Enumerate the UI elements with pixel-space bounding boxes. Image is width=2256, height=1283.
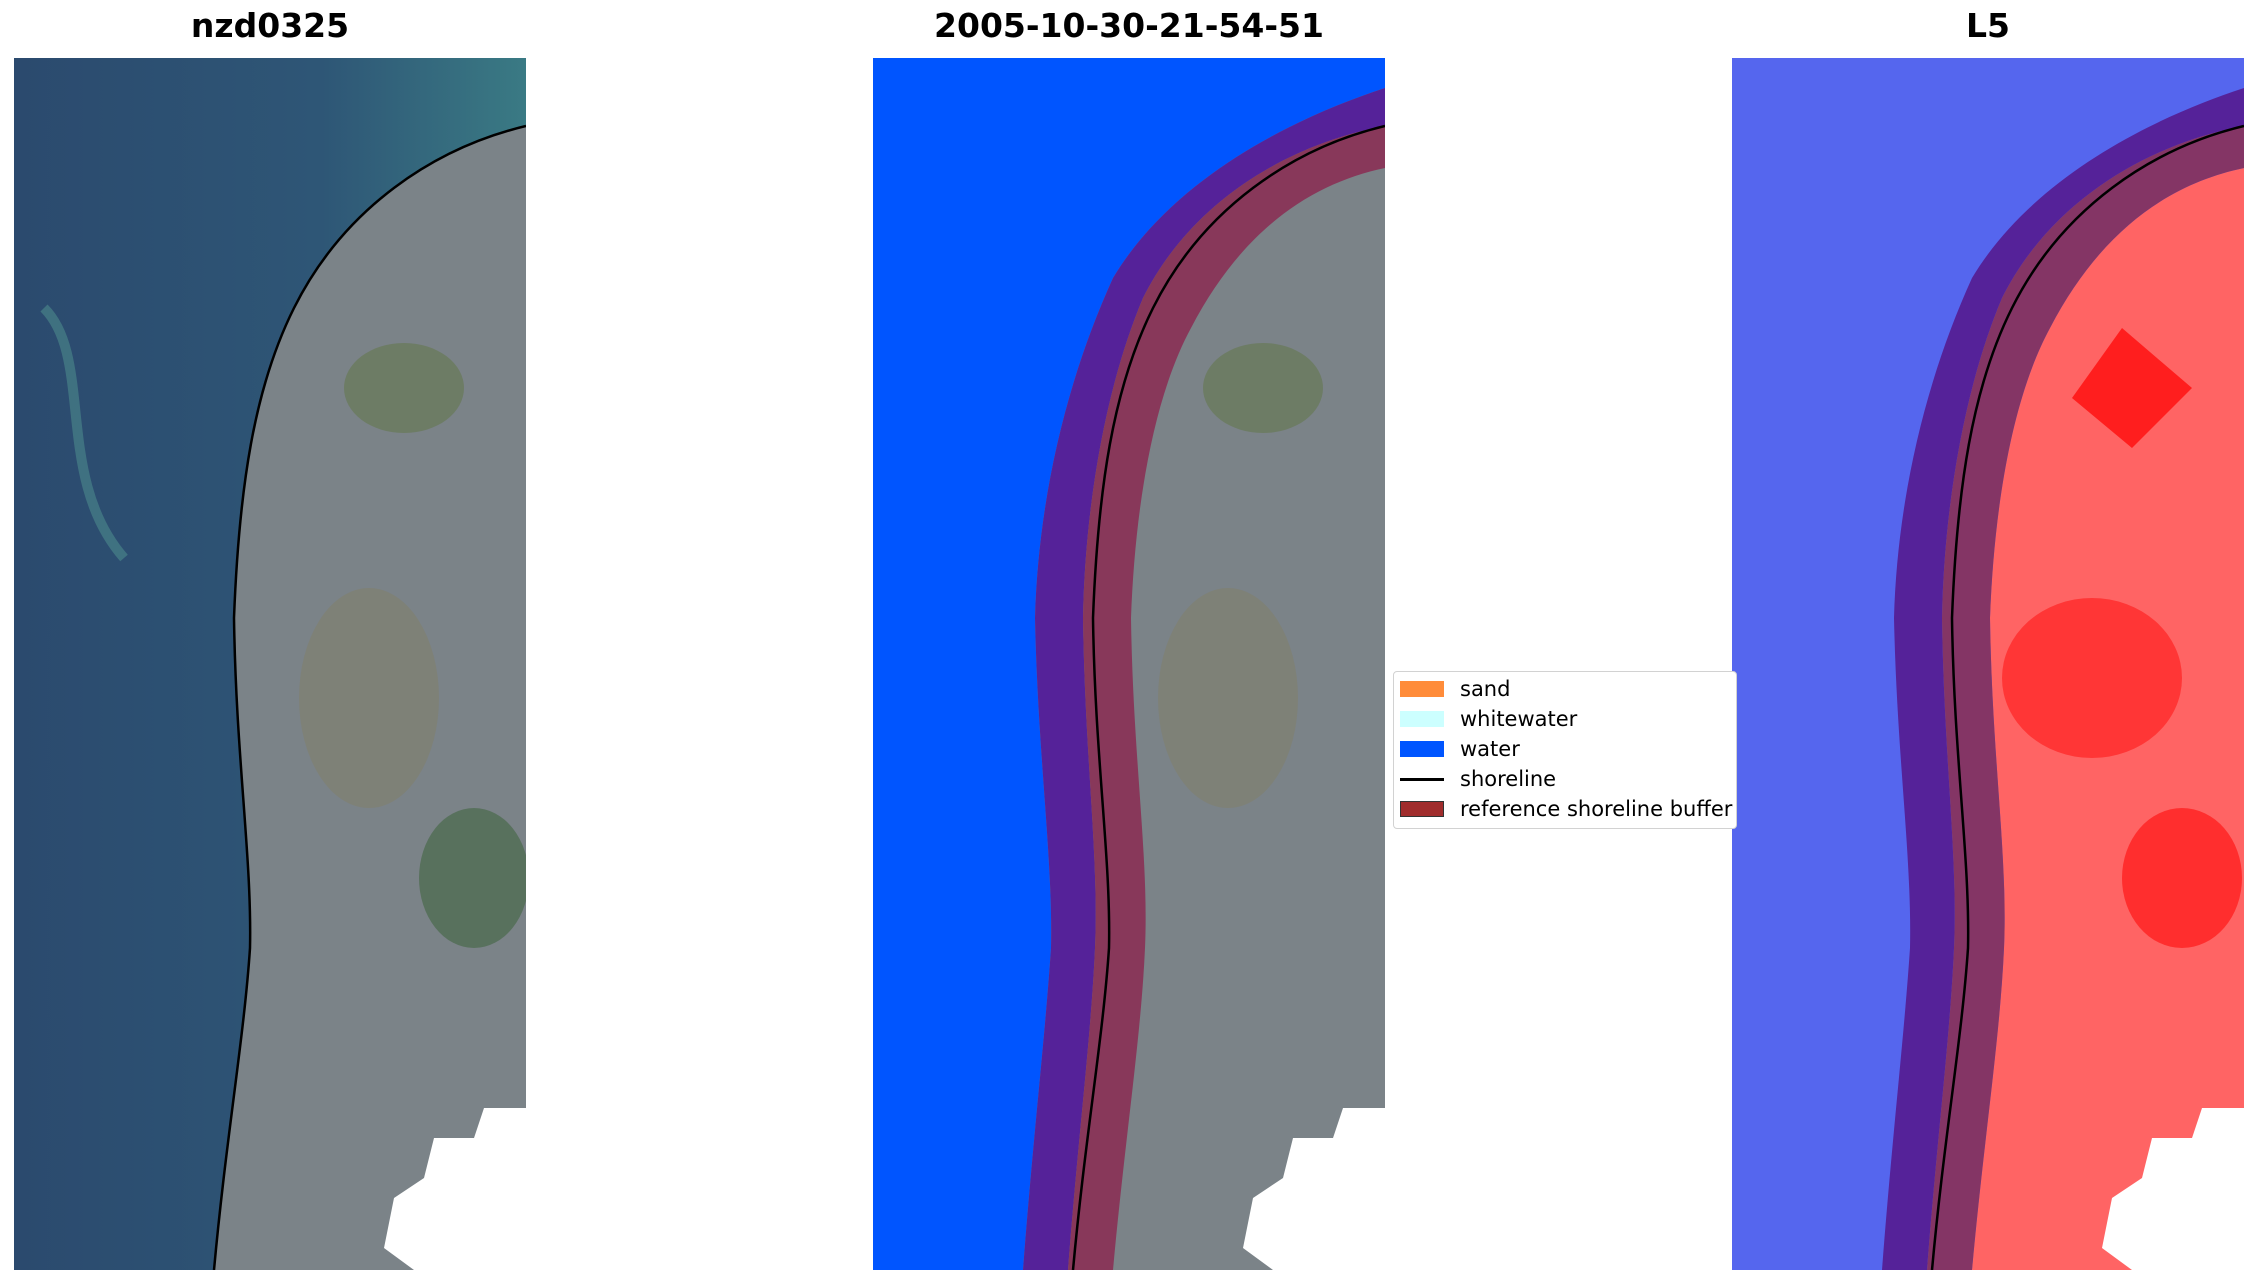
high-index-patch [2072,328,2192,448]
classification-panel [873,58,1385,1270]
green-patch [1203,343,1323,433]
reference-shoreline-buffer-inner [1068,126,1385,1270]
index-panel [1732,58,2244,1270]
panel-title-classification: 2005-10-30-21-54-51 [934,6,1324,45]
cloud-mask [1243,1108,1385,1270]
shoreline [1930,124,2244,1270]
airfield [1158,588,1298,808]
legend-swatch-whitewater [1400,711,1444,727]
panel-title-index: L5 [1966,6,2010,45]
legend-swatch-sand [1400,681,1444,697]
satellite-image-panel [14,58,526,1270]
airfield [299,588,439,808]
legend-label-water: water [1460,737,1520,761]
legend-label-whitewater: whitewater [1460,707,1578,731]
reference-shoreline-buffer-inner [1927,126,2244,1270]
legend: sand whitewater water shoreline referenc… [1393,671,1737,829]
high-index-patch [2122,808,2242,948]
cloud-mask [2102,1108,2244,1270]
high-index-patch [2002,598,2182,758]
legend-line-shoreline [1400,777,1444,781]
legend-label-sand: sand [1460,677,1511,701]
legend-label-shoreline: shoreline [1460,767,1557,791]
legend-item-whitewater: whitewater [1400,705,1577,733]
legend-item-water: water [1400,735,1520,763]
green-patch [419,808,526,948]
plume [40,304,128,562]
legend-item-sand: sand [1400,675,1510,703]
legend-swatch-reference-shoreline-buffer [1400,801,1444,817]
legend-item-reference-shoreline-buffer: reference shoreline buffer [1400,795,1732,823]
green-patch [344,343,464,433]
panel-title-rgb: nzd0325 [190,6,350,45]
legend-label-reference-shoreline-buffer: reference shoreline buffer [1460,797,1733,821]
shoreline [1071,124,1385,1270]
shoreline [212,124,526,1270]
reference-shoreline-buffer-outer [1882,88,2244,1270]
legend-swatch-water [1400,741,1444,757]
cloud-mask [384,1108,526,1270]
water-class-area [873,58,1385,1270]
legend-item-shoreline: shoreline [1400,765,1556,793]
reference-shoreline-buffer-outer [1023,88,1385,1270]
